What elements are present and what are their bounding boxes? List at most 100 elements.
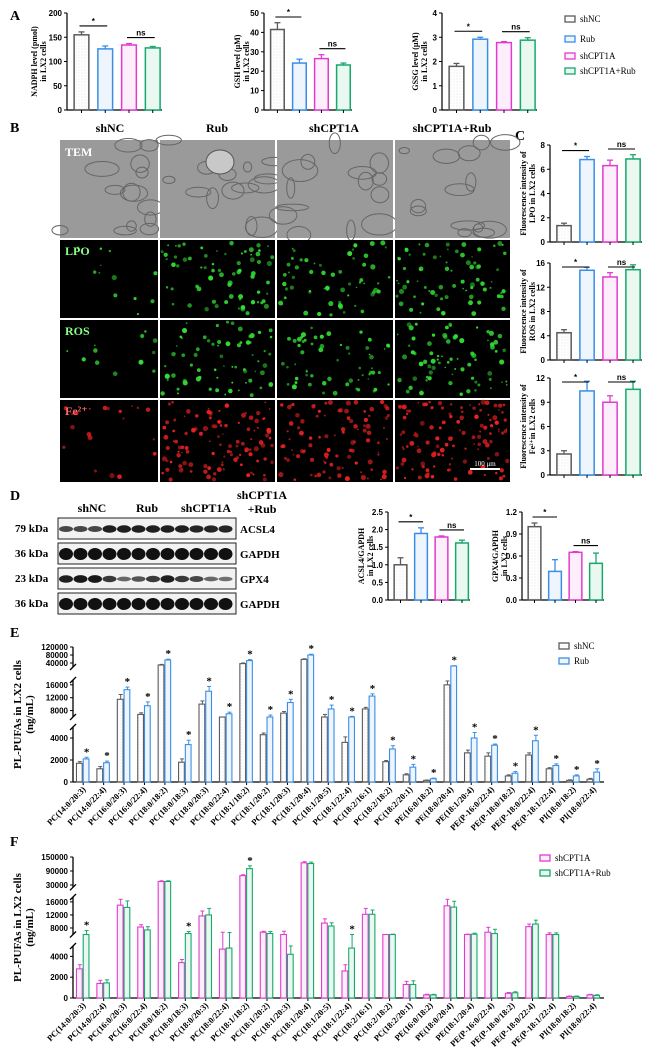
molecular-weight-label: 36 kDa [15, 548, 49, 560]
cell [266, 280, 270, 285]
cell [113, 293, 118, 298]
cell [308, 436, 313, 440]
protein-band [102, 598, 117, 610]
significance-star: * [268, 704, 274, 716]
bar-shNC [239, 663, 247, 783]
panel-label-e: E [10, 626, 19, 641]
bar-shCPT1A [525, 926, 533, 999]
cell [317, 311, 322, 317]
cell [357, 378, 360, 381]
cell [487, 371, 493, 376]
cell [493, 339, 499, 345]
cell [216, 376, 219, 379]
bar-shNC [525, 754, 533, 783]
cell [164, 364, 167, 368]
bar-shCPT1A+Rub [225, 947, 233, 999]
y-tick-label: 0.3 [506, 574, 518, 583]
cell [184, 446, 189, 450]
cell [402, 448, 405, 450]
bar-shCPT1A [157, 880, 165, 999]
cell [490, 280, 493, 283]
bar-shCPT1A+Rub [327, 925, 335, 999]
organelle [473, 223, 484, 233]
panel-b-headers: shNC Rub shCPT1A shCPT1A+Rub [96, 121, 492, 135]
protein-band [189, 525, 204, 533]
cell [207, 466, 211, 470]
protein-band [160, 548, 175, 560]
bar-Rub [547, 570, 563, 601]
cell [317, 409, 321, 413]
cell [185, 322, 188, 325]
cell [436, 358, 439, 361]
cell [318, 263, 322, 267]
protein-band [88, 548, 102, 560]
bar-Rub [472, 38, 489, 111]
cell [449, 357, 453, 361]
cell [481, 464, 485, 468]
cell [301, 340, 305, 343]
cell [380, 240, 386, 246]
organelle [490, 134, 521, 151]
cell [179, 335, 183, 339]
bar-shCPT1A [120, 44, 138, 111]
cell [488, 377, 492, 381]
cell [505, 458, 510, 464]
significance-star: * [84, 746, 90, 758]
cell [355, 286, 358, 289]
cell [405, 409, 410, 413]
bar-chart-7: 0.0 0.3 0.6 0.9 1.2 GPX4/GAPDHin LX2 cells * ns [491, 508, 604, 605]
cell [466, 389, 471, 394]
protein-band [175, 548, 189, 560]
cell [248, 452, 253, 457]
cell [470, 286, 474, 290]
organelle [155, 134, 182, 146]
cell [254, 418, 260, 424]
bar-shNC [116, 698, 124, 783]
cell [111, 274, 117, 281]
cell [441, 454, 444, 457]
cell [195, 376, 201, 382]
cell [449, 324, 452, 327]
organelle [84, 160, 120, 177]
y-tick-label: 12 [536, 374, 545, 383]
cell [266, 260, 272, 267]
cell [166, 378, 169, 382]
cell [203, 469, 208, 474]
cell [477, 300, 482, 305]
cell [71, 413, 74, 416]
cell [480, 399, 486, 405]
cell [458, 429, 462, 432]
cell [268, 328, 273, 333]
bar-Rub [225, 713, 233, 783]
cell [228, 388, 233, 394]
significance-star: * [574, 764, 580, 776]
cell [93, 469, 98, 473]
cell [414, 433, 419, 438]
cell [229, 240, 234, 246]
cell [405, 389, 410, 394]
cell [140, 333, 145, 339]
micrograph-2-3 [395, 320, 510, 398]
cell [419, 311, 422, 314]
cell [160, 391, 165, 396]
cell [108, 249, 111, 253]
cell [204, 306, 209, 312]
cell [360, 471, 363, 474]
y-tick-label: 0 [64, 994, 69, 1003]
cell [176, 264, 180, 268]
cell [319, 334, 324, 339]
cell [479, 430, 482, 433]
cell [434, 293, 438, 297]
cell [351, 248, 355, 251]
micrograph-3-1 [160, 400, 275, 482]
cell [328, 301, 334, 307]
cell [219, 272, 224, 278]
cell [223, 455, 226, 458]
cell [427, 364, 432, 369]
cell [300, 332, 306, 338]
cell [482, 287, 487, 292]
bar-shNC [157, 664, 165, 783]
cell [195, 414, 199, 418]
cell [459, 406, 464, 410]
row-label-lpo: LPO [65, 244, 90, 258]
